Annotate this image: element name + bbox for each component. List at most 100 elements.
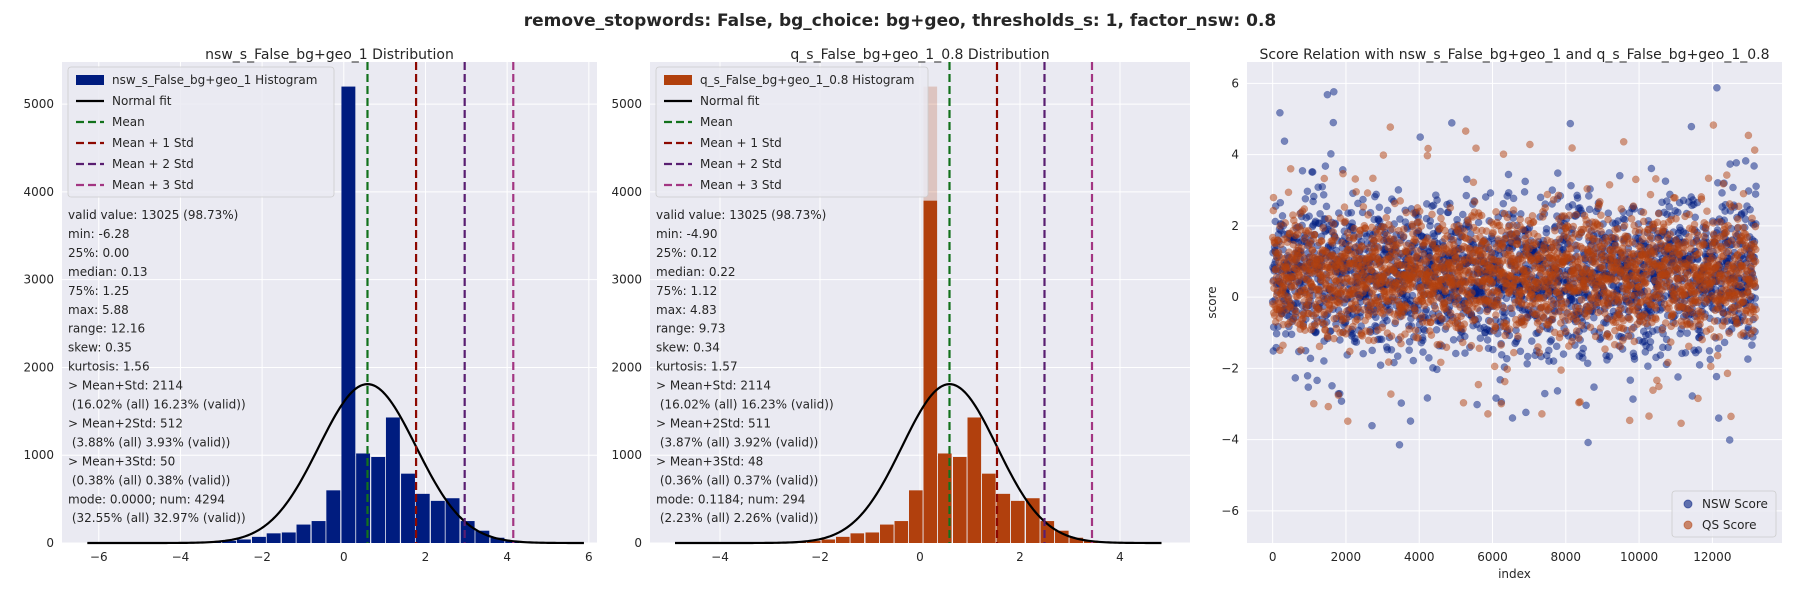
scatter-point — [1330, 335, 1337, 342]
legend-label: Mean + 3 Std — [112, 178, 194, 192]
scatter-point — [1426, 254, 1433, 261]
scatter-point — [1277, 199, 1284, 206]
scatter-point — [1478, 212, 1485, 219]
scatter-point — [1667, 339, 1674, 346]
scatter-point — [1554, 387, 1561, 394]
legend-label: q_s_False_bg+geo_1_0.8 Histogram — [700, 73, 914, 87]
y-tick-label: 4000 — [611, 185, 642, 199]
scatter-point — [1352, 175, 1359, 182]
scatter-point — [1748, 342, 1755, 349]
scatter-point — [1587, 324, 1594, 331]
stats-line: mode: 0.1184; num: 294 — [656, 492, 805, 506]
x-tick-label: 0 — [340, 550, 348, 564]
scatter-point — [1504, 214, 1511, 221]
scatter-point — [1566, 212, 1573, 219]
y-tick-label: 1000 — [23, 448, 54, 462]
scatter-point — [1430, 299, 1437, 306]
scatter-point — [1621, 222, 1628, 229]
scatter-point — [1688, 123, 1695, 130]
y-tick-label: 5000 — [611, 97, 642, 111]
scatter-point — [1510, 207, 1517, 214]
scatter-point — [1450, 336, 1457, 343]
scatter-point — [1287, 165, 1294, 172]
stats-line: 75%: 1.12 — [656, 284, 717, 298]
legend-label: Mean — [700, 115, 733, 129]
scatter-point — [1606, 333, 1613, 340]
scatter-point — [1580, 345, 1587, 352]
y-tick-label: −4 — [1221, 433, 1239, 447]
scatter-point — [1744, 356, 1751, 363]
y-axis-label: score — [1205, 286, 1219, 318]
scatter-point — [1341, 204, 1348, 211]
scatter-point — [1378, 336, 1385, 343]
scatter-point — [1307, 355, 1314, 362]
scatter-point — [1322, 163, 1329, 170]
scatter-point — [1707, 363, 1714, 370]
scatter-point — [1573, 211, 1580, 218]
stats-line: > Mean+Std: 2114 — [68, 379, 183, 393]
scatter-point — [1434, 197, 1441, 204]
legend-label: Mean + 1 Std — [700, 136, 782, 150]
scatter-point — [1285, 189, 1292, 196]
scatter-point — [1537, 194, 1544, 201]
stats-line: (0.36% (all) 0.37% (valid)) — [656, 473, 818, 487]
scatter-point — [1651, 250, 1658, 257]
scatter-point — [1752, 246, 1759, 253]
scatter-point — [1616, 172, 1623, 179]
legend-label: Normal fit — [112, 94, 172, 108]
scatter-point — [1281, 138, 1288, 145]
scatter-point — [1346, 242, 1353, 249]
scatter-point — [1620, 138, 1627, 145]
scatter-point — [1378, 236, 1385, 243]
scatter-point — [1310, 193, 1317, 200]
scatter-point — [1563, 299, 1570, 306]
scatter-point — [1498, 227, 1505, 234]
scatter-point — [1534, 233, 1541, 240]
scatter-point — [1590, 384, 1597, 391]
scatter-point — [1562, 328, 1569, 335]
scatter-point — [1318, 237, 1325, 244]
x-tick-label: 6000 — [1477, 550, 1508, 564]
scatter-point — [1524, 353, 1531, 360]
histogram-bar — [982, 474, 996, 543]
scatter-point — [1584, 360, 1591, 367]
scatter-point — [1718, 189, 1725, 196]
figure-suptitle: remove_stopwords: False, bg_choice: bg+g… — [524, 11, 1277, 31]
histogram-bar — [1026, 498, 1040, 543]
stats-line: valid value: 13025 (98.73%) — [68, 208, 238, 222]
scatter-point — [1554, 281, 1561, 288]
scatter-point — [1555, 268, 1562, 275]
stats-line: mode: 0.0000; num: 4294 — [68, 492, 225, 506]
x-tick-label: 0 — [916, 550, 924, 564]
scatter-point — [1584, 185, 1591, 192]
stats-line: (3.87% (all) 3.92% (valid)) — [656, 435, 818, 449]
scatter-point — [1524, 360, 1531, 367]
scatter-point — [1484, 410, 1491, 417]
scatter-point — [1729, 184, 1736, 191]
scatter-point — [1747, 206, 1754, 213]
scatter-point — [1395, 186, 1402, 193]
scatter-point — [1570, 223, 1577, 230]
scatter-point — [1715, 263, 1722, 270]
scatter-point — [1517, 348, 1524, 355]
scatter-point — [1544, 191, 1551, 198]
scatter-point — [1369, 175, 1376, 182]
stats-line: skew: 0.35 — [68, 341, 132, 355]
scatter-point — [1726, 330, 1733, 337]
legend-label: Mean + 2 Std — [112, 157, 194, 171]
scatter-point — [1723, 229, 1730, 236]
scatter-point — [1387, 391, 1394, 398]
histogram-bar — [1011, 501, 1025, 543]
scatter-point — [1412, 312, 1419, 319]
stats-line: (3.88% (all) 3.93% (valid)) — [68, 435, 230, 449]
scatter-point — [1606, 353, 1613, 360]
scatter-point — [1418, 223, 1425, 230]
scatter-point — [1715, 345, 1722, 352]
scatter-point — [1410, 357, 1417, 364]
scatter-point — [1678, 420, 1685, 427]
scatter-point — [1576, 305, 1583, 312]
legend-label: QS Score — [1702, 518, 1757, 532]
scatter-point — [1324, 332, 1331, 339]
scatter-point — [1339, 239, 1346, 246]
x-tick-label: −2 — [811, 550, 829, 564]
